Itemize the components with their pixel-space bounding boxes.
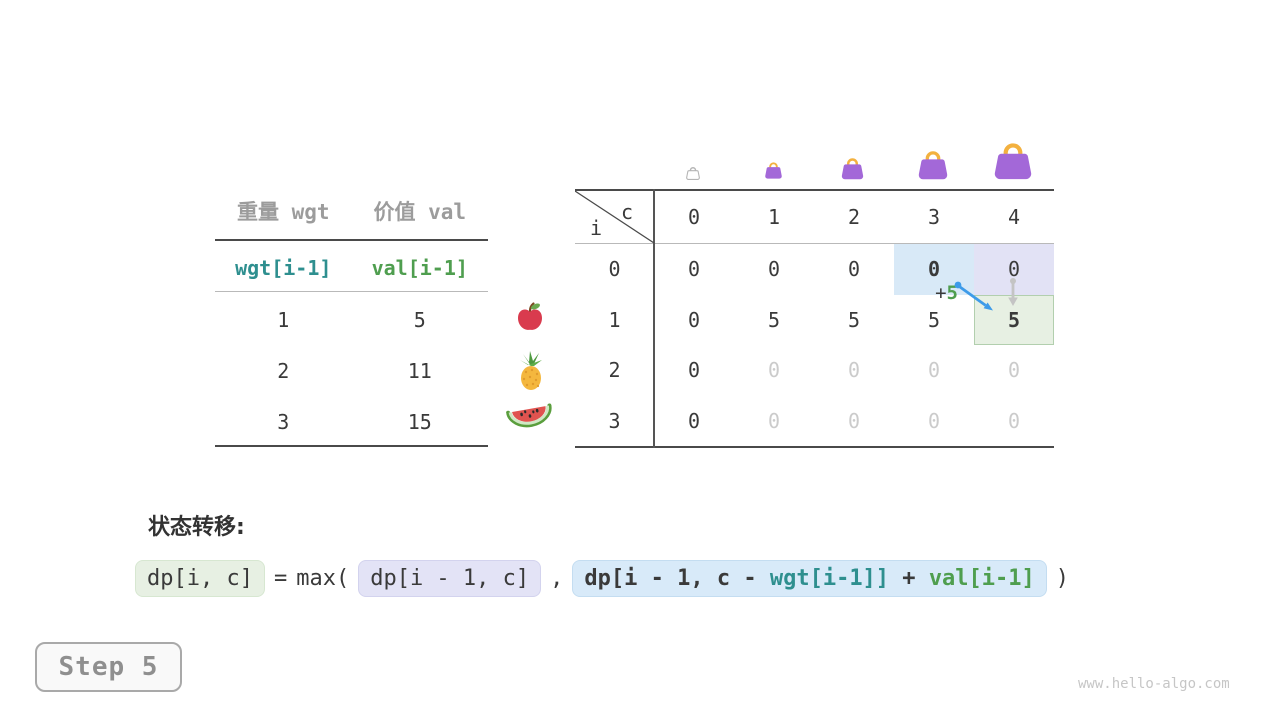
col-header-1: 1 (767, 205, 781, 229)
col-header-3: 3 (927, 205, 941, 229)
dp-cell-r3c4: 0 (1007, 408, 1021, 433)
dp-cell-r1c2: 5 (847, 307, 861, 332)
plus-sign: + (935, 282, 947, 304)
bag-size-1-icon (765, 162, 782, 179)
col-header-0: 0 (687, 205, 701, 229)
dp-cell-r1c3: 5 (927, 307, 941, 332)
empty-bag-icon (686, 167, 700, 180)
dp-row-headers: 0 1 2 3 (575, 244, 654, 446)
watermelon-icon (506, 403, 552, 428)
step-indicator-button[interactable]: Step 5 (35, 642, 182, 692)
dp-cell-r3c2: 0 (847, 408, 861, 433)
col-header-2: 2 (847, 205, 861, 229)
added-value: 5 (946, 282, 958, 304)
site-watermark: www.hello-algo.com (1078, 676, 1230, 692)
transition-arrows (954, 278, 1018, 311)
dp-cell-r0c4-highlight-source: 0 (974, 244, 1054, 295)
corner-diagonal-line (575, 191, 654, 243)
row-header-0: 0 (608, 257, 621, 282)
item-table-header: 重量 wgt 价值 val (215, 197, 488, 225)
row-header-2: 2 (608, 358, 621, 383)
item-table-header-value: 价值 val (373, 200, 467, 224)
dp-table-header-divider (575, 243, 1054, 244)
formula-comma: , (550, 566, 564, 591)
dp-cell-r2c0: 0 (687, 358, 701, 383)
pineapple-icon (520, 351, 542, 390)
plus-value-annotation: +5 (910, 283, 958, 303)
bag-size-2-icon (841, 158, 864, 180)
state-transition-label: 状态转移: (148, 515, 245, 540)
arg2-plus-part: + (889, 566, 929, 591)
formula-max-open: max( (296, 566, 350, 591)
dp-column-headers: 0 1 2 3 4 (654, 191, 1054, 243)
blue-transfer-arrow (954, 281, 993, 311)
dp-table-bottom-border (575, 446, 1054, 448)
item-2-value: 11 (407, 359, 432, 383)
arg2-wgt-part: wgt[i-1]] (769, 566, 890, 591)
dp-grid: 0 0 0 0 0 0 5 5 5 5 0 0 0 0 0 0 0 0 0 0 (654, 244, 1054, 446)
arg2-val-part: val[i-1] (928, 566, 1035, 591)
dp-cell-r3c1: 0 (767, 408, 781, 433)
item-table-header-weight: 重量 wgt (236, 200, 330, 224)
dp-cell-r1c0: 0 (687, 307, 701, 332)
dp-cell-r2c2: 0 (847, 358, 861, 383)
col-header-4: 4 (1007, 205, 1021, 229)
item-1-weight: 1 (277, 308, 290, 332)
dp-cell-r3c3: 0 (927, 408, 941, 433)
item-table-index-row: wgt[i-1] val[i-1] (215, 254, 488, 282)
item-1-value: 5 (413, 308, 426, 332)
item-row-3: 3 15 (215, 408, 488, 436)
corner-row-var: i (590, 216, 603, 240)
wgt-index-label: wgt[i-1] (235, 256, 332, 280)
formula-arg1-pill: dp[i - 1, c] (358, 560, 542, 597)
dp-cell-r3c0: 0 (687, 408, 701, 433)
item-table-top-divider (215, 239, 488, 241)
val-index-label: val[i-1] (371, 256, 468, 280)
item-3-value: 15 (407, 410, 432, 434)
dp-cell-r1c1: 5 (767, 307, 781, 332)
dp-table-top-border (575, 189, 1054, 191)
bag-size-3-icon (918, 151, 948, 180)
dp-cell-r0c0: 0 (687, 257, 701, 282)
arg2-dp-part: dp[i - 1, c - (584, 566, 770, 591)
formula-equals: = (273, 566, 288, 591)
dp-cell-r0c1: 0 (767, 257, 781, 282)
item-table-mid-divider (215, 291, 488, 292)
formula-arg2-pill: dp[i - 1, c - wgt[i-1]] + val[i-1] (572, 560, 1047, 597)
item-2-weight: 2 (277, 359, 290, 383)
transition-formula: dp[i, c] = max( dp[i - 1, c] , dp[i - 1,… (135, 560, 1069, 597)
dp-cell-r0c2: 0 (847, 257, 861, 282)
apple-icon (518, 302, 542, 330)
bag-size-4-icon (994, 143, 1032, 180)
item-row-1: 1 5 (215, 306, 488, 334)
item-row-2: 2 11 (215, 357, 488, 385)
row-header-1: 1 (608, 307, 621, 332)
corner-col-var: c (621, 200, 634, 224)
dp-cell-r2c3: 0 (927, 358, 941, 383)
item-3-weight: 3 (277, 410, 290, 434)
formula-close-paren: ) (1055, 566, 1070, 591)
dp-cell-r2c1: 0 (767, 358, 781, 383)
dp-cell-r2c4: 0 (1007, 358, 1021, 383)
dp-table-vertical-divider (653, 189, 655, 448)
row-header-3: 3 (608, 408, 621, 433)
formula-lhs-pill: dp[i, c] (135, 560, 265, 597)
item-table-bottom-divider (215, 445, 488, 447)
gray-carry-down-arrow (1008, 278, 1018, 306)
